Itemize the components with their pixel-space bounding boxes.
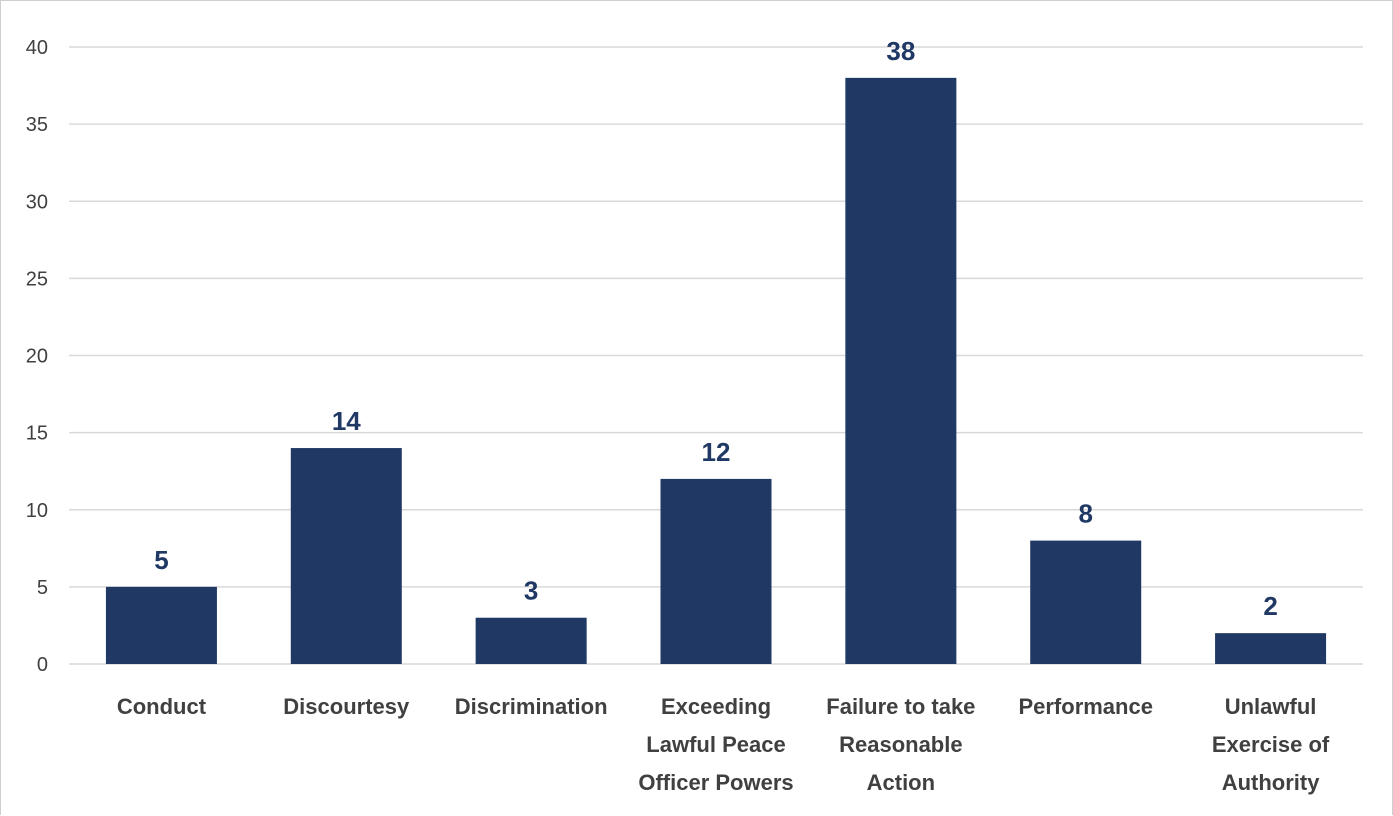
category-label: Exceeding xyxy=(661,694,771,719)
bar xyxy=(475,617,587,664)
category-label: Unlawful xyxy=(1225,694,1317,719)
y-tick-label: 20 xyxy=(26,346,48,368)
category-label: Authority xyxy=(1222,770,1321,795)
category-label: Discourtesy xyxy=(283,694,410,719)
x-axis-categories: Conduct Discourtesy Discrimination Exceedin… xyxy=(117,694,1330,795)
data-label: 8 xyxy=(1078,499,1092,529)
gridlines xyxy=(69,46,1363,665)
y-axis-ticks: 0 5 10 15 20 25 30 35 40 xyxy=(26,37,48,676)
data-label: 14 xyxy=(332,406,361,436)
data-label: 38 xyxy=(886,36,915,66)
y-tick-label: 35 xyxy=(26,114,48,136)
category-label: Performance xyxy=(1018,694,1153,719)
data-label: 12 xyxy=(702,437,731,467)
y-tick-label: 25 xyxy=(26,268,48,290)
data-label: 5 xyxy=(154,545,168,575)
data-label: 3 xyxy=(524,576,538,606)
category-label: Conduct xyxy=(117,694,207,719)
y-tick-label: 5 xyxy=(37,577,48,599)
y-tick-label: 30 xyxy=(26,191,48,213)
bar xyxy=(845,77,957,665)
bar xyxy=(660,478,772,664)
y-tick-label: 0 xyxy=(37,654,48,676)
bar xyxy=(105,586,217,664)
category-label: Officer Powers xyxy=(638,770,793,795)
y-tick-label: 40 xyxy=(26,37,48,59)
category-label: Reasonable xyxy=(839,732,963,757)
category-label: Exercise of xyxy=(1212,732,1330,757)
data-labels: 5 14 3 12 38 8 2 xyxy=(154,36,1278,621)
bar xyxy=(290,448,402,664)
y-tick-label: 10 xyxy=(26,500,48,522)
data-label: 2 xyxy=(1263,591,1277,621)
bar xyxy=(1215,633,1327,664)
category-label: Discrimination xyxy=(455,694,608,719)
bar xyxy=(1030,540,1142,664)
category-label: Failure to take xyxy=(826,694,975,719)
category-label: Action xyxy=(867,770,935,795)
category-label: Lawful Peace xyxy=(646,732,785,757)
y-tick-label: 15 xyxy=(26,423,48,445)
bars xyxy=(105,77,1327,665)
